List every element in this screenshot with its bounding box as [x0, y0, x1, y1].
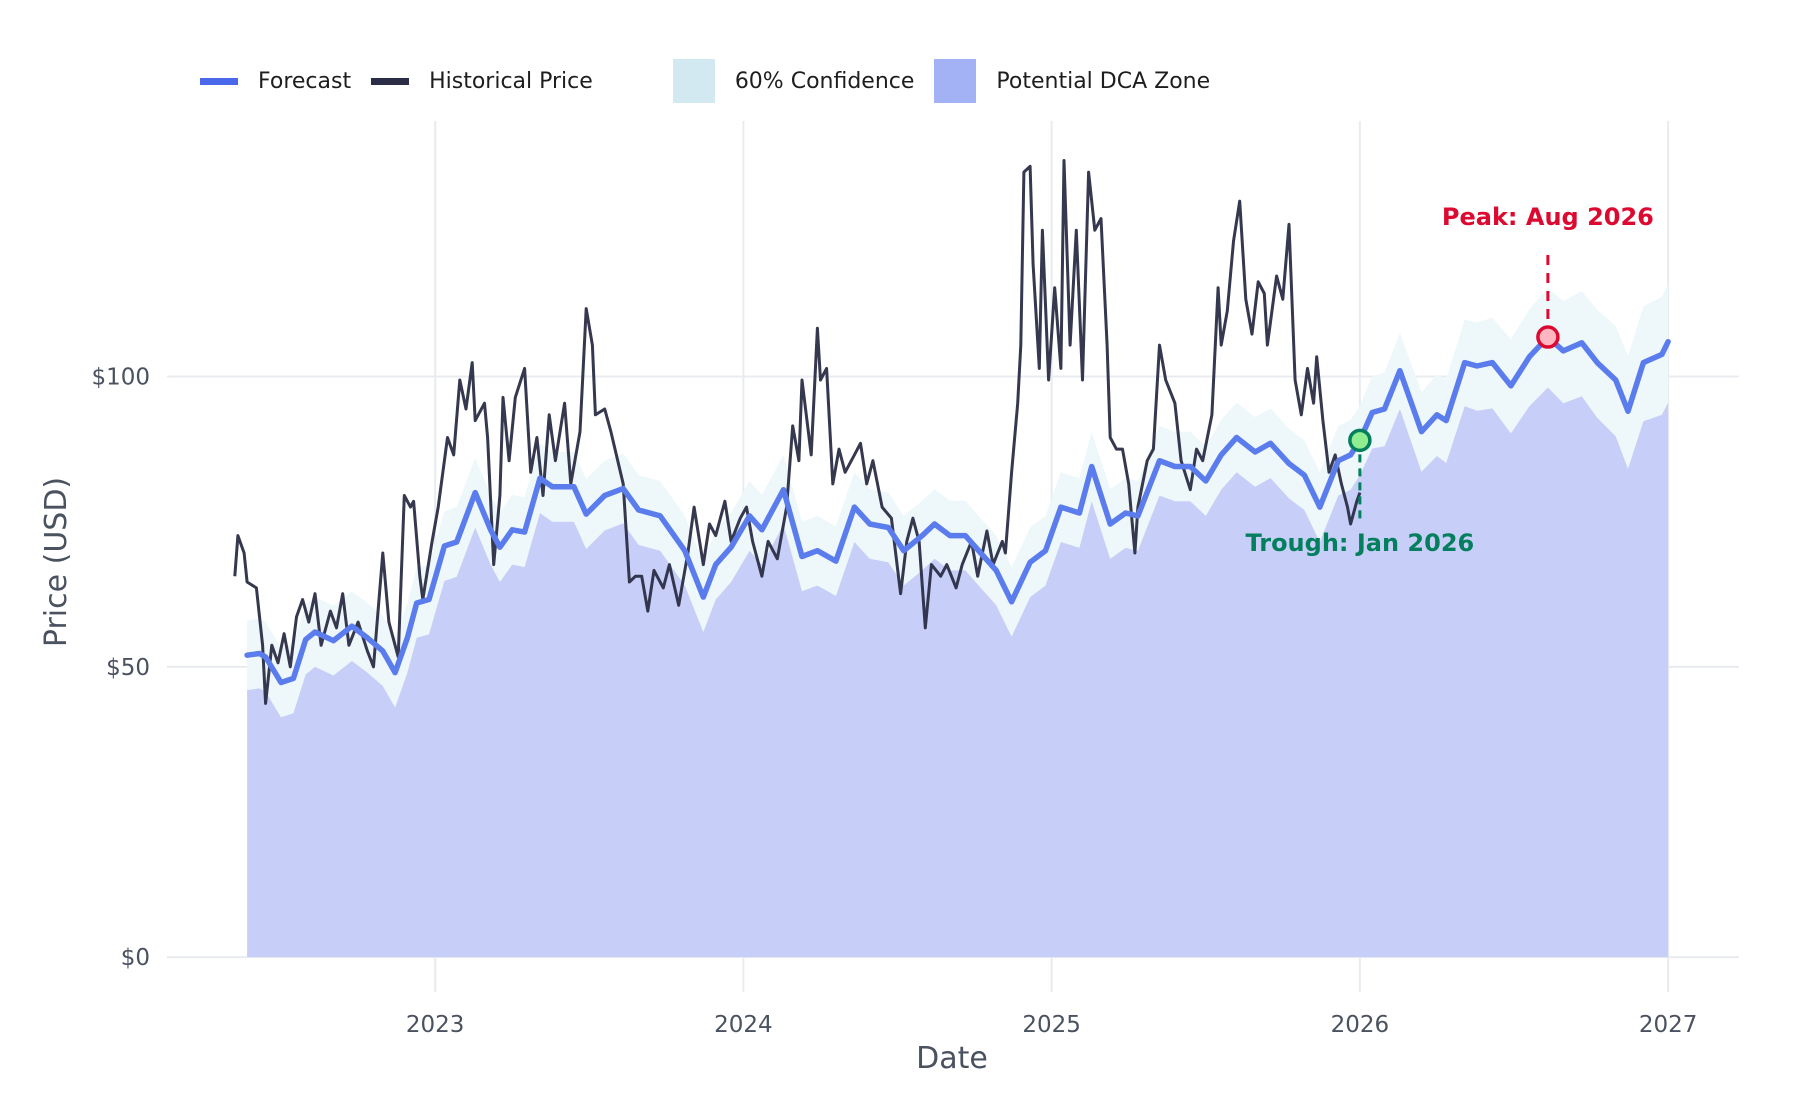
x-tick-label: 2023 [406, 1012, 465, 1038]
legend-item-historical[interactable]: Historical Price [371, 69, 593, 94]
forecast-swatch [200, 77, 238, 85]
forecast-line [244, 334, 1671, 686]
axes: Date Price (USD) $0 $50 $100 2023 2024 2025 20… [39, 364, 1697, 1076]
legend-label-historical: Historical Price [429, 68, 593, 94]
dca-zone-area [247, 387, 1669, 958]
legend-item-forecast[interactable]: Forecast [200, 69, 351, 94]
x-tick-label: 2024 [714, 1012, 773, 1038]
x-axis-title: Date [916, 1041, 988, 1076]
x-tick-label: 2027 [1639, 1012, 1698, 1038]
series-lines [233, 159, 1671, 705]
historical-swatch [371, 77, 410, 85]
y-tick-label: $50 [106, 655, 150, 681]
y-axis-title: Price (USD) [39, 477, 74, 647]
legend-label-dca-zone: Potential DCA Zone [996, 68, 1211, 94]
legend-item-confidence[interactable]: 60% Confidence [672, 59, 915, 103]
legend-item-dca-zone[interactable]: Potential DCA Zone [934, 59, 1210, 103]
trough-marker [1348, 428, 1372, 453]
dca-zone-swatch [934, 59, 977, 103]
annotations: Trough: Jan 2026 Peak: Aug 2026 [1246, 203, 1654, 557]
y-tick-label: $0 [121, 945, 150, 971]
trough-label: Trough: Jan 2026 [1246, 529, 1475, 557]
y-tick-label: $100 [91, 364, 150, 390]
peak-marker [1536, 325, 1560, 349]
x-tick-label: 2026 [1331, 1012, 1390, 1038]
confidence-swatch [672, 59, 715, 103]
legend-label-confidence: 60% Confidence [734, 68, 915, 94]
historical-price-line [233, 159, 1362, 705]
x-tick-label: 2025 [1022, 1012, 1081, 1038]
peak-label: Peak: Aug 2026 [1442, 203, 1654, 231]
legend-label-forecast: Forecast [258, 68, 352, 94]
legend: Forecast Historical Price 60% Confidence… [200, 58, 1230, 104]
